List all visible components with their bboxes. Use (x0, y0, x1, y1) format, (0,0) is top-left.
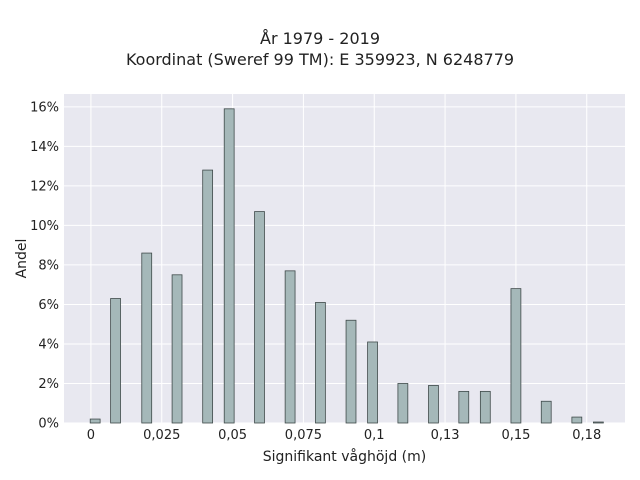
histogram-bar (223, 108, 235, 424)
x-tick-label: 0,15 (501, 428, 530, 443)
histogram-bar (141, 252, 153, 424)
y-tick-label: 10% (30, 219, 59, 234)
histogram-bar (345, 319, 357, 424)
histogram-bar (479, 390, 491, 424)
x-tick-label: 0,13 (431, 428, 460, 443)
y-axis-label: Andel (14, 239, 30, 279)
x-tick-label: 0,075 (285, 428, 322, 443)
histogram-bar (367, 341, 378, 424)
x-tick-label: 0,05 (218, 428, 247, 443)
y-tick-label: 8% (38, 258, 59, 273)
y-tick-label: 2% (38, 377, 59, 392)
histogram-bar (458, 390, 470, 424)
y-tick-label: 6% (38, 298, 59, 313)
y-tick-label: 16% (30, 100, 59, 115)
histogram-bar (397, 383, 409, 424)
x-tick-label: 0,18 (572, 428, 601, 443)
y-axis-ticks: 0% 2% 4% 6% 8% 10% 12% 14% 16% (30, 100, 59, 431)
x-tick-label: 0,025 (143, 428, 180, 443)
chart-title: År 1979 - 2019 (260, 29, 380, 48)
x-tick-label: 0,1 (364, 428, 385, 443)
y-tick-label: 0% (38, 417, 59, 432)
x-axis-ticks: 0 0,025 0,05 0,075 0,1 0,13 0,15 0,18 (87, 428, 601, 443)
x-axis-label: Signifikant våghöjd (m) (263, 448, 426, 465)
histogram-bar (284, 270, 296, 424)
histogram-bar (202, 169, 214, 424)
chart-subtitle: Koordinat (Sweref 99 TM): E 359923, N 62… (125, 50, 515, 69)
histogram-bar (89, 418, 101, 424)
histogram-bar (171, 274, 183, 424)
histogram-bar (540, 400, 552, 424)
histogram-bar (315, 302, 326, 424)
histogram-bar (510, 288, 522, 424)
histogram-bar (593, 421, 604, 424)
y-tick-label: 12% (30, 179, 59, 194)
y-tick-label: 4% (38, 337, 59, 352)
bars (89, 108, 604, 424)
histogram-bar (110, 298, 121, 424)
y-tick-label: 14% (30, 140, 59, 155)
histogram-bar (428, 385, 439, 424)
histogram-bar (254, 211, 265, 424)
histogram-bar (571, 416, 583, 424)
plot-area (64, 94, 625, 423)
x-tick-label: 0 (87, 428, 95, 443)
